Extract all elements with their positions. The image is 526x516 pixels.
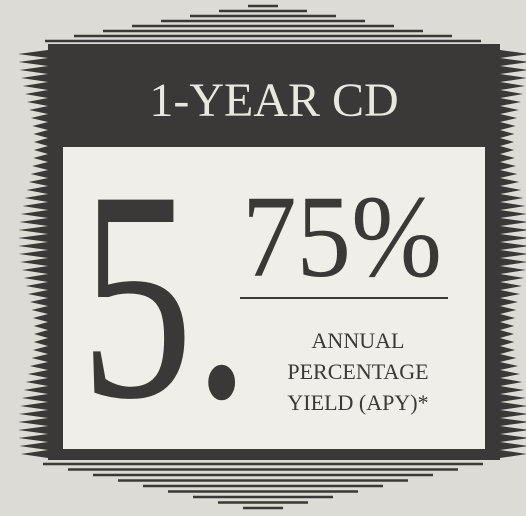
rate-fraction: 75% bbox=[242, 171, 442, 302]
caption-line: YIELD (APY)* bbox=[287, 390, 428, 415]
caption-line: PERCENTAGE bbox=[287, 359, 428, 384]
caption-line: ANNUAL bbox=[312, 328, 405, 353]
cd-rate-ad: 1-YEAR CD 5. 75% ANNUAL PERCENTAGE YIELD… bbox=[0, 0, 526, 516]
title: 1-YEAR CD bbox=[149, 74, 398, 127]
rate-whole: 5. bbox=[80, 129, 250, 461]
